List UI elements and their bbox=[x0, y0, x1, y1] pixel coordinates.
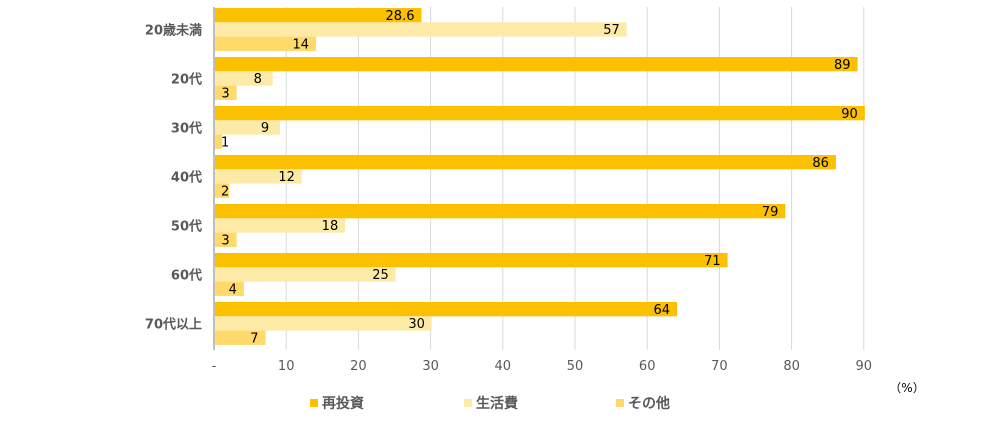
data-label: 12 bbox=[278, 170, 295, 185]
category-label: 20代 bbox=[171, 71, 202, 87]
legend-swatch-生活費 bbox=[464, 399, 472, 407]
category-label: 50代 bbox=[171, 218, 202, 234]
data-label: 3 bbox=[221, 86, 229, 101]
bar-生活費-30代 bbox=[215, 120, 280, 135]
data-label: 7 bbox=[250, 331, 258, 346]
data-label: 86 bbox=[812, 156, 829, 171]
bar-その他-20歳未満 bbox=[215, 36, 317, 51]
label-layer: 28.6 57 14 89 8 3 90 9 1 86 12 2 79 18 3 71 25 4 64 30 7 bbox=[221, 9, 858, 347]
data-label: 8 bbox=[254, 72, 262, 87]
unit-label: （%） bbox=[889, 381, 924, 395]
x-tick-label: 80 bbox=[783, 359, 800, 374]
category-label: 20歳未満 bbox=[145, 22, 202, 38]
x-tick-label: 50 bbox=[567, 359, 584, 374]
data-label: 64 bbox=[654, 303, 671, 318]
bar-生活費-60代 bbox=[215, 267, 396, 282]
bar-再投資-50代 bbox=[215, 204, 786, 219]
bar-生活費-40代 bbox=[215, 169, 302, 184]
bar-その他-60代 bbox=[215, 281, 244, 296]
data-label: 4 bbox=[229, 282, 237, 297]
bar-再投資-40代 bbox=[215, 155, 836, 170]
bar-その他-40代 bbox=[215, 183, 230, 198]
bar-その他-30代 bbox=[215, 134, 223, 149]
x-tick-label: 10 bbox=[278, 359, 295, 374]
legend-label: その他 bbox=[628, 395, 670, 412]
data-label: 28.6 bbox=[386, 9, 415, 24]
data-label: 14 bbox=[293, 37, 310, 52]
data-label: 2 bbox=[221, 184, 229, 199]
bar-再投資-20代 bbox=[215, 57, 858, 72]
data-label: 89 bbox=[834, 58, 851, 73]
legend-label: 再投資 bbox=[322, 395, 364, 412]
bar-layer bbox=[215, 8, 865, 345]
category-label: 60代 bbox=[171, 267, 202, 283]
legend-swatch-再投資 bbox=[310, 399, 318, 407]
data-label: 3 bbox=[221, 233, 229, 248]
x-tick-label: 60 bbox=[639, 359, 656, 374]
legend-label: 生活費 bbox=[476, 395, 518, 412]
data-label: 25 bbox=[372, 268, 389, 283]
category-label: 40代 bbox=[171, 169, 202, 185]
axis-layer: - 10 20 30 40 50 60 70 80 90 （%） 20歳未満 20代 30代 40代 50代 6… bbox=[145, 7, 925, 395]
bar-その他-70代以上 bbox=[215, 330, 266, 345]
category-label: 30代 bbox=[171, 120, 202, 136]
data-label: 18 bbox=[322, 219, 339, 234]
data-label: 79 bbox=[762, 205, 779, 220]
bar-生活費-20歳未満 bbox=[215, 22, 627, 37]
data-label: 90 bbox=[841, 107, 858, 122]
x-tick-label: 30 bbox=[422, 359, 439, 374]
x-tick-label: 90 bbox=[856, 359, 873, 374]
bar-その他-50代 bbox=[215, 232, 237, 247]
category-label: 70代以上 bbox=[145, 316, 202, 332]
legend-swatch-その他 bbox=[616, 399, 624, 407]
bar-生活費-70代以上 bbox=[215, 316, 432, 331]
bar-再投資-30代 bbox=[215, 106, 865, 121]
bar-再投資-60代 bbox=[215, 253, 728, 268]
x-tick-label: 20 bbox=[350, 359, 367, 374]
bar-生活費-20代 bbox=[215, 71, 273, 86]
bar-生活費-50代 bbox=[215, 218, 345, 233]
bar-その他-20代 bbox=[215, 85, 237, 100]
data-label: 71 bbox=[704, 254, 721, 269]
x-tick-label: - bbox=[212, 359, 217, 374]
data-label: 30 bbox=[408, 317, 425, 332]
data-label: 9 bbox=[261, 121, 269, 136]
x-tick-label: 40 bbox=[495, 359, 512, 374]
data-label: 1 bbox=[221, 135, 229, 150]
data-label: 57 bbox=[603, 23, 620, 38]
bar-再投資-20歳未満 bbox=[215, 8, 422, 23]
x-tick-label: 70 bbox=[711, 359, 728, 374]
bar-再投資-70代以上 bbox=[215, 302, 678, 317]
legend: 再投資 生活費 その他 bbox=[310, 395, 670, 412]
